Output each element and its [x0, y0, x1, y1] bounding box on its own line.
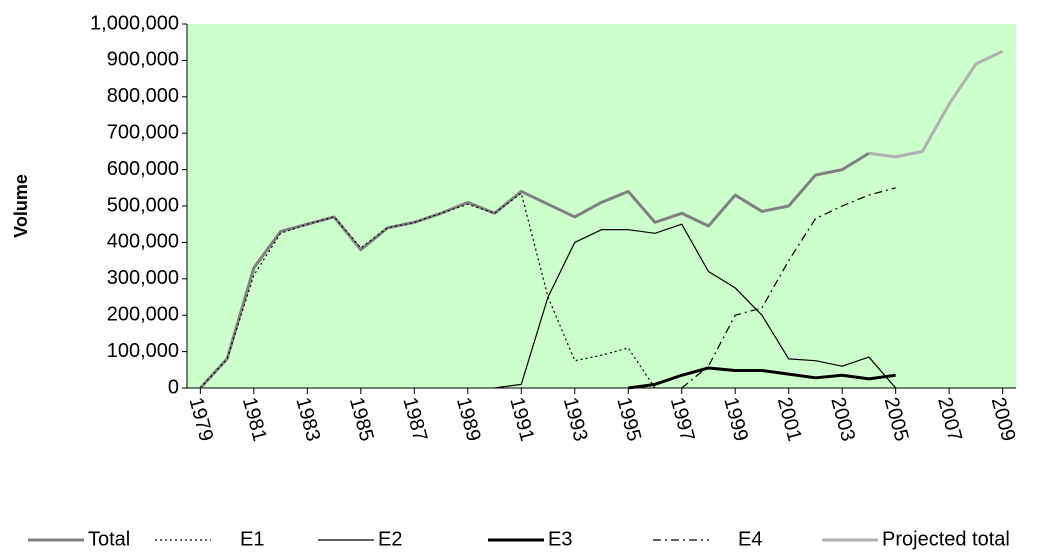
series-line — [628, 366, 896, 390]
y-tick-label: 800,000 — [107, 85, 179, 107]
x-tick-label: 1979 — [184, 395, 217, 444]
x-tick-label: 1985 — [345, 395, 378, 444]
y-tick-label: 600,000 — [107, 158, 179, 180]
x-tick-label: 2009 — [987, 395, 1020, 444]
x-tick-label: 1981 — [238, 395, 271, 444]
y-tick-label: 100,000 — [107, 340, 179, 362]
series-line — [494, 223, 897, 389]
y-tick-label: 200,000 — [107, 303, 179, 325]
x-tick-label: 1991 — [505, 395, 538, 444]
y-tick-label: 0 — [168, 376, 179, 398]
x-tick-label: 1995 — [612, 395, 645, 444]
legend-label: E2 — [378, 528, 402, 550]
plot-area — [187, 24, 1016, 388]
series-line — [199, 151, 870, 390]
x-tick-label: 1997 — [666, 395, 699, 444]
x-tick-label: 1993 — [559, 395, 592, 444]
legend-label: Total — [88, 528, 130, 550]
y-tick-label: 400,000 — [107, 231, 179, 253]
y-tick-label: 500,000 — [107, 194, 179, 216]
legend-label: E3 — [548, 528, 572, 550]
x-tick-label: 1989 — [452, 395, 485, 444]
y-tick-label: 900,000 — [107, 49, 179, 71]
y-tick-label: 700,000 — [107, 121, 179, 143]
x-tick-label: 1999 — [719, 395, 752, 444]
x-tick-label: 1983 — [291, 395, 324, 444]
y-tick-label: 1,000,000 — [90, 12, 179, 34]
legend-label: E4 — [738, 528, 762, 550]
legend-label: Projected total — [882, 528, 1010, 550]
x-tick-label: 2003 — [826, 395, 859, 444]
legend-label: E1 — [240, 528, 264, 550]
y-tick-label: 300,000 — [107, 267, 179, 289]
y-axis-title: Volume — [11, 174, 31, 238]
x-tick-label: 2005 — [880, 395, 913, 444]
series-line — [681, 187, 896, 389]
series-line — [868, 49, 1004, 159]
x-tick-label: 1987 — [398, 395, 431, 444]
x-tick-label: 2001 — [773, 395, 806, 444]
x-tick-label: 2007 — [933, 395, 966, 444]
